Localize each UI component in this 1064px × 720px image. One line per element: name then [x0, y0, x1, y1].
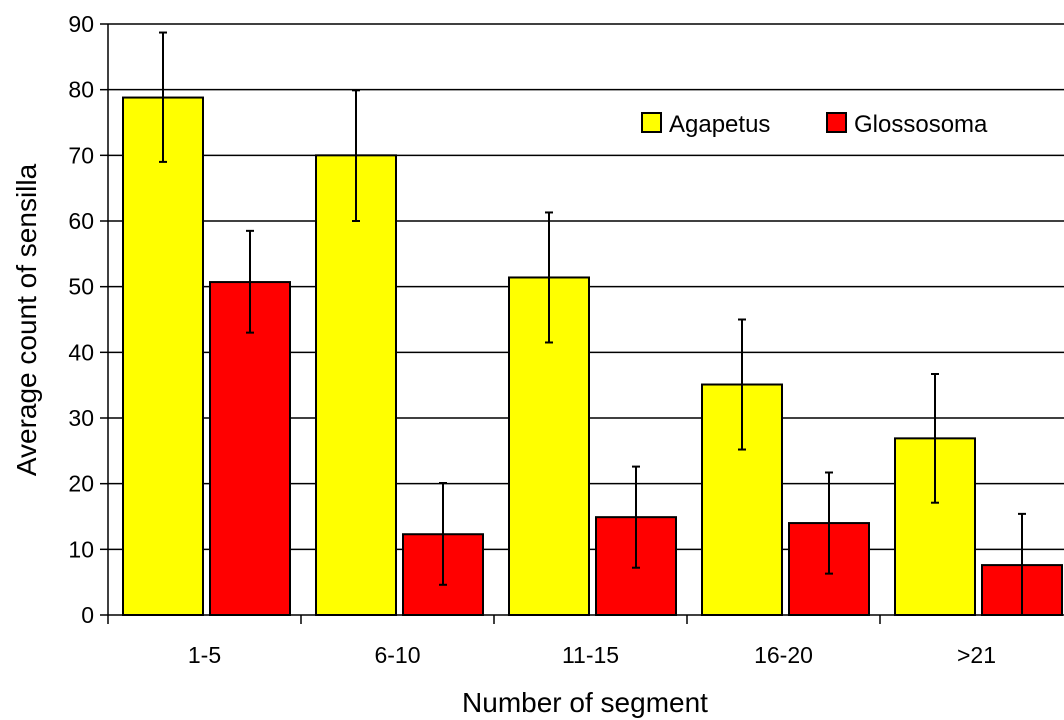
- y-tick-label: 50: [68, 274, 94, 300]
- bar-agapetus: [315, 154, 397, 616]
- y-tick-label: 80: [68, 77, 94, 103]
- x-tick-label: 1-5: [188, 642, 221, 668]
- bars: [122, 96, 1063, 617]
- x-axis-title: Number of segment: [462, 687, 708, 718]
- x-tick-label: 16-20: [754, 642, 813, 668]
- legend: Agapetus Glossosoma: [634, 103, 1024, 145]
- legend-label-glossosoma: Glossosoma: [854, 111, 988, 138]
- legend-swatch-agapetus: [641, 112, 662, 133]
- y-tick-label: 20: [68, 471, 94, 497]
- y-tick-label: 70: [68, 142, 94, 168]
- axes: [100, 23, 1064, 624]
- y-tick-label: 30: [68, 405, 94, 431]
- y-tick-label: 90: [68, 11, 94, 37]
- y-tick-label: 60: [68, 208, 94, 234]
- x-tick-label: 11-15: [562, 642, 619, 668]
- x-tick-label: 6-10: [374, 642, 420, 668]
- y-tick-label: 10: [68, 536, 94, 562]
- y-axis-title: Average count of sensilla: [11, 163, 42, 476]
- error-bars: [159, 31, 1026, 616]
- y-tick-label: 0: [81, 602, 94, 628]
- bar-agapetus: [122, 96, 204, 616]
- x-tick-labels: 1-5 6-10 11-15 16-20 >21: [188, 642, 996, 668]
- legend-swatch-glossosoma: [826, 112, 847, 133]
- legend-label-agapetus: Agapetus: [669, 111, 770, 138]
- x-tick-label: >21: [957, 642, 996, 668]
- y-tick-label: 40: [68, 339, 94, 365]
- y-tick-labels: 0 10 20 30 40 50 60 70 80 90: [68, 11, 94, 628]
